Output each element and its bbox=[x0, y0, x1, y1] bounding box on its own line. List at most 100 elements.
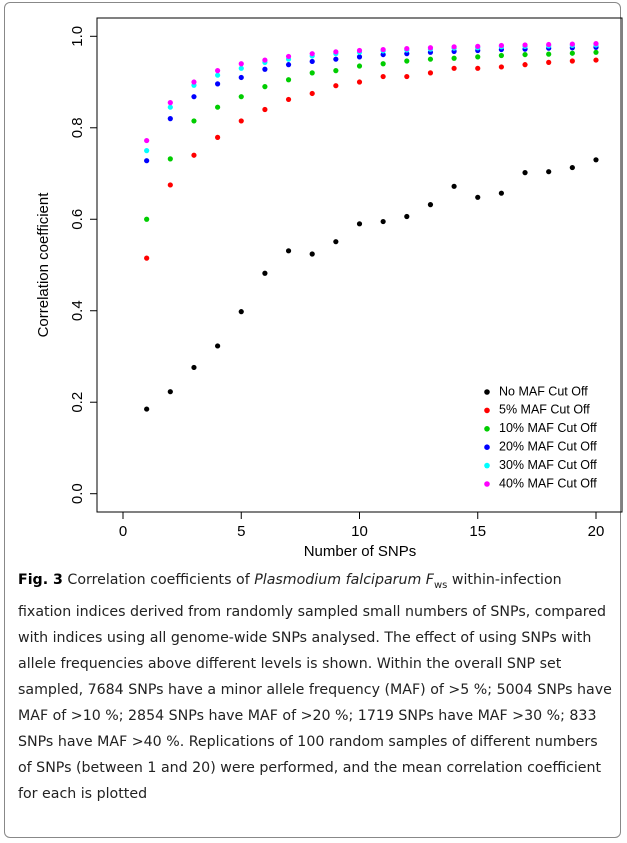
legend-label: No MAF Cut Off bbox=[499, 384, 588, 398]
point bbox=[191, 94, 197, 100]
point bbox=[546, 59, 552, 65]
point bbox=[522, 51, 528, 58]
figure-frame bbox=[4, 2, 621, 838]
point bbox=[593, 57, 599, 63]
caption-text: Correlation coefficients of bbox=[62, 572, 255, 588]
point bbox=[380, 61, 386, 67]
point bbox=[404, 58, 410, 64]
caption-subscript: ws bbox=[433, 579, 448, 591]
point bbox=[546, 169, 552, 175]
point bbox=[262, 57, 268, 63]
point bbox=[191, 152, 197, 158]
point bbox=[285, 77, 292, 83]
point bbox=[356, 63, 363, 69]
point bbox=[238, 309, 244, 315]
caption: Fig. 3 Correlation coefficients of Plasm… bbox=[18, 567, 614, 807]
point bbox=[475, 65, 481, 71]
point bbox=[144, 216, 150, 222]
point bbox=[215, 68, 221, 74]
point bbox=[215, 343, 221, 349]
legend-marker bbox=[484, 389, 490, 395]
point bbox=[451, 55, 457, 61]
point bbox=[215, 134, 221, 140]
point bbox=[238, 118, 244, 124]
point bbox=[475, 194, 481, 200]
point bbox=[498, 42, 504, 49]
point bbox=[427, 45, 434, 51]
point bbox=[356, 47, 363, 54]
point bbox=[167, 182, 173, 188]
point bbox=[167, 104, 173, 110]
point bbox=[404, 46, 410, 52]
y-tick-label: 0.8 bbox=[69, 117, 86, 138]
point bbox=[144, 148, 150, 154]
legend-marker bbox=[484, 462, 490, 469]
point bbox=[167, 116, 173, 122]
point bbox=[238, 94, 244, 100]
point bbox=[285, 62, 292, 68]
x-tick-label: 5 bbox=[237, 523, 245, 540]
point bbox=[167, 156, 173, 162]
y-tick-label: 0.2 bbox=[69, 392, 86, 413]
point bbox=[546, 51, 552, 57]
point bbox=[144, 406, 150, 412]
point bbox=[333, 239, 339, 245]
y-tick-label: 1.0 bbox=[69, 26, 86, 47]
x-axis-label: Number of SNPs bbox=[304, 543, 417, 560]
x-tick-label: 15 bbox=[469, 523, 486, 540]
legend-label: 20% MAF Cut Off bbox=[499, 439, 597, 453]
point bbox=[522, 170, 528, 176]
point bbox=[191, 118, 197, 124]
y-axis-label: Correlation coefficient bbox=[35, 192, 52, 338]
point bbox=[356, 79, 363, 85]
point bbox=[498, 64, 504, 70]
point bbox=[285, 248, 292, 254]
point bbox=[262, 84, 268, 90]
legend-marker bbox=[484, 444, 490, 451]
legend-marker bbox=[484, 481, 490, 487]
y-tick-label: 0.4 bbox=[69, 300, 86, 321]
legend-label: 40% MAF Cut Off bbox=[499, 476, 597, 490]
point bbox=[167, 100, 173, 106]
point bbox=[333, 56, 339, 62]
point bbox=[380, 46, 386, 53]
legend-marker bbox=[484, 426, 490, 432]
point bbox=[451, 65, 457, 71]
point bbox=[475, 54, 481, 60]
point bbox=[144, 137, 150, 144]
point bbox=[427, 56, 434, 62]
y-tick-label: 0.0 bbox=[69, 483, 86, 504]
point bbox=[167, 389, 173, 395]
point bbox=[262, 106, 268, 113]
plot-box bbox=[96, 17, 623, 513]
point bbox=[309, 251, 315, 257]
point bbox=[309, 70, 315, 76]
point bbox=[593, 41, 599, 47]
point bbox=[593, 157, 599, 163]
point bbox=[380, 51, 386, 58]
point bbox=[569, 41, 575, 47]
point bbox=[427, 70, 434, 76]
point bbox=[569, 164, 575, 171]
point bbox=[593, 49, 599, 55]
y-tick-label: 0.6 bbox=[69, 209, 86, 230]
point bbox=[215, 72, 221, 78]
point bbox=[546, 41, 552, 48]
point bbox=[238, 74, 244, 81]
point bbox=[144, 158, 150, 164]
point bbox=[427, 202, 434, 208]
legend-label: 30% MAF Cut Off bbox=[499, 458, 597, 472]
point bbox=[451, 183, 457, 189]
point bbox=[262, 66, 268, 72]
point bbox=[569, 58, 575, 64]
point bbox=[309, 51, 315, 57]
point bbox=[356, 221, 363, 227]
point bbox=[309, 90, 315, 97]
x-tick-label: 20 bbox=[588, 523, 605, 540]
x-tick-label: 10 bbox=[351, 523, 368, 540]
legend-marker bbox=[484, 407, 490, 414]
point bbox=[262, 270, 268, 276]
chart: Number of SNPs Correlation coefficient 0… bbox=[35, 17, 623, 560]
point bbox=[238, 61, 244, 67]
point bbox=[356, 54, 363, 60]
